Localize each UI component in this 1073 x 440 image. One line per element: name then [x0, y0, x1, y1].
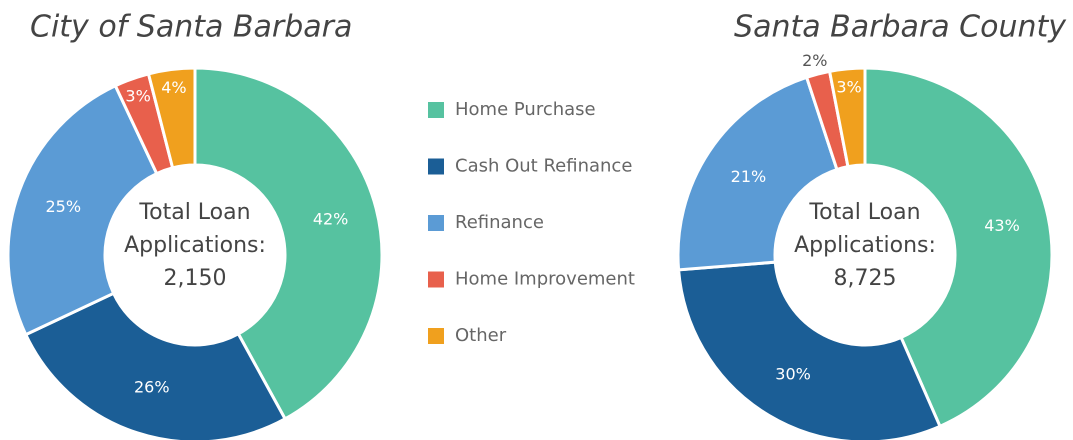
center-label: Total Loan [138, 200, 250, 225]
data-label: 21% [731, 167, 767, 186]
center-total: 2,150 [164, 266, 227, 291]
data-label: 30% [775, 365, 811, 384]
legend-label: Home Improvement [455, 269, 635, 290]
legend-label: Home Purchase [455, 99, 596, 120]
data-label: 2% [802, 51, 827, 70]
donut-slice [827, 66, 867, 169]
center-label: Total Loan [808, 200, 920, 225]
legend-label: Cash Out Refinance [455, 156, 632, 177]
data-label: 25% [45, 197, 81, 216]
donut-slice [193, 66, 384, 421]
data-label: 43% [984, 216, 1020, 235]
center-label: Applications: [794, 233, 936, 258]
legend-swatch [428, 158, 444, 175]
donut-slice [6, 83, 159, 337]
data-label: 26% [134, 378, 170, 397]
data-label: 3% [836, 77, 861, 96]
chart-title: Santa Barbara County [734, 10, 1067, 45]
donut-slice [676, 260, 942, 440]
legend-label: Other [455, 325, 507, 346]
legend-swatch [428, 271, 444, 288]
data-label: 4% [161, 78, 186, 97]
legend-swatch [428, 102, 444, 118]
donut-slice [146, 66, 197, 170]
legend-label: Refinance [455, 212, 544, 233]
center-total: 8,725 [834, 266, 897, 291]
data-label: 42% [313, 210, 349, 229]
donut-slice [676, 75, 839, 272]
center-label: Applications: [124, 233, 266, 258]
legend-swatch [428, 328, 444, 344]
legend-swatch [428, 215, 444, 231]
data-label: 3% [125, 86, 150, 105]
donut-slice [23, 291, 288, 440]
chart-title: City of Santa Barbara [30, 10, 352, 45]
donut-slice [863, 66, 1054, 429]
